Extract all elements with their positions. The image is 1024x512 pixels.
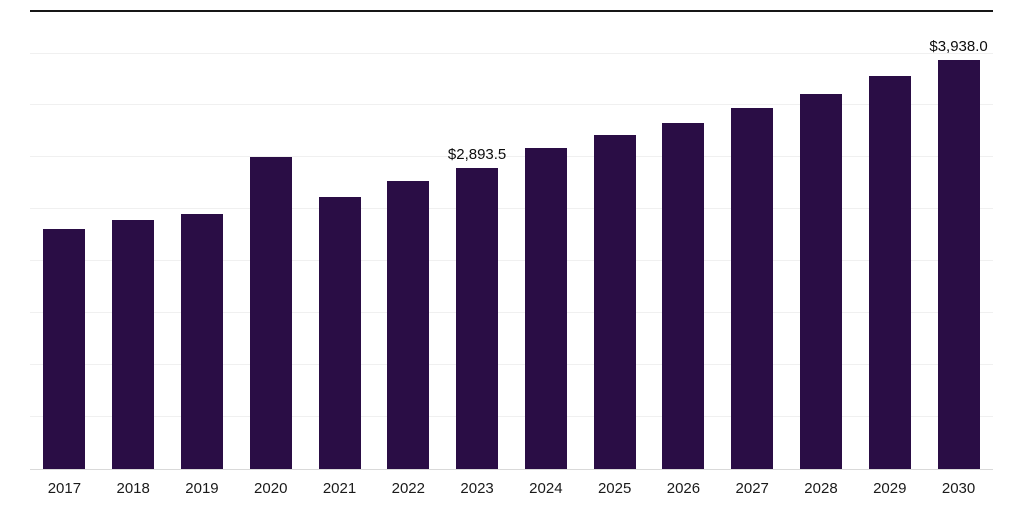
bar-2030: $3,938.0 xyxy=(929,38,988,469)
x-axis-label-2017: 2017 xyxy=(47,480,82,497)
bar-column-2030: $3,938.0 xyxy=(924,12,993,469)
bar-column-2026 xyxy=(649,12,718,469)
gridline xyxy=(30,312,993,314)
bar-2025 xyxy=(593,135,636,469)
gridline xyxy=(30,260,993,262)
bar-column-2025 xyxy=(580,12,649,469)
bar-column-2021 xyxy=(305,12,374,469)
x-axis-label-2021: 2021 xyxy=(322,480,357,497)
gridline xyxy=(30,52,993,54)
bar-2022 xyxy=(387,181,430,469)
bar-column-2023: $2,893.5 xyxy=(443,12,512,469)
x-axis-label-2030: 2030 xyxy=(941,480,976,497)
bar-2020 xyxy=(249,156,292,469)
bar-2018 xyxy=(112,220,155,469)
bar-2027 xyxy=(731,107,774,469)
bar-column-2022 xyxy=(374,12,443,469)
bar-column-2027 xyxy=(718,12,787,469)
bars: $2,893.5 $3,938.0 xyxy=(30,12,993,469)
bar-2024 xyxy=(524,148,567,469)
bar-2021 xyxy=(318,197,361,469)
bar-column-2020 xyxy=(236,12,305,469)
bar-2028 xyxy=(799,93,842,469)
gridline xyxy=(30,208,993,210)
x-axis-label-2029: 2029 xyxy=(873,480,907,497)
x-axis-label-2027: 2027 xyxy=(735,480,769,497)
bar-2023: $2,893.5 xyxy=(448,146,506,469)
bar-column-2018 xyxy=(99,12,168,469)
plot-area: $2,893.5 $3,938.0 xyxy=(30,10,993,470)
gridlines xyxy=(30,12,993,469)
gridline xyxy=(30,156,993,158)
bar-2029 xyxy=(868,76,911,469)
x-axis-label-2028: 2028 xyxy=(804,480,838,497)
gridline xyxy=(30,416,993,418)
x-axis-label-2026: 2026 xyxy=(666,480,701,497)
bar-column-2029 xyxy=(855,12,924,469)
x-axis-label-2024: 2024 xyxy=(529,480,563,497)
x-axis: 2017 2018 2019 2020 2021 2022 2023 2024 2025 2026… xyxy=(30,480,993,502)
gridline xyxy=(30,104,993,106)
bar-value-label-2030: $3,938.0 xyxy=(929,38,988,55)
bar-column-2017 xyxy=(30,12,99,469)
bar-column-2019 xyxy=(168,12,237,469)
x-axis-label-2018: 2018 xyxy=(116,480,150,497)
gridline xyxy=(30,364,993,366)
x-axis-label-2019: 2019 xyxy=(185,480,219,497)
x-axis-label-2025: 2025 xyxy=(597,480,632,497)
x-axis-label-2023: 2023 xyxy=(460,480,494,497)
x-axis-label-2020: 2020 xyxy=(254,480,288,497)
x-axis-label-2022: 2022 xyxy=(391,480,425,497)
bar-2019 xyxy=(180,213,223,469)
bar-column-2024 xyxy=(511,12,580,469)
bar-2026 xyxy=(662,123,705,469)
bar-column-2028 xyxy=(787,12,856,469)
bar-2017 xyxy=(43,229,86,469)
bar-value-label-2023: $2,893.5 xyxy=(447,146,507,164)
